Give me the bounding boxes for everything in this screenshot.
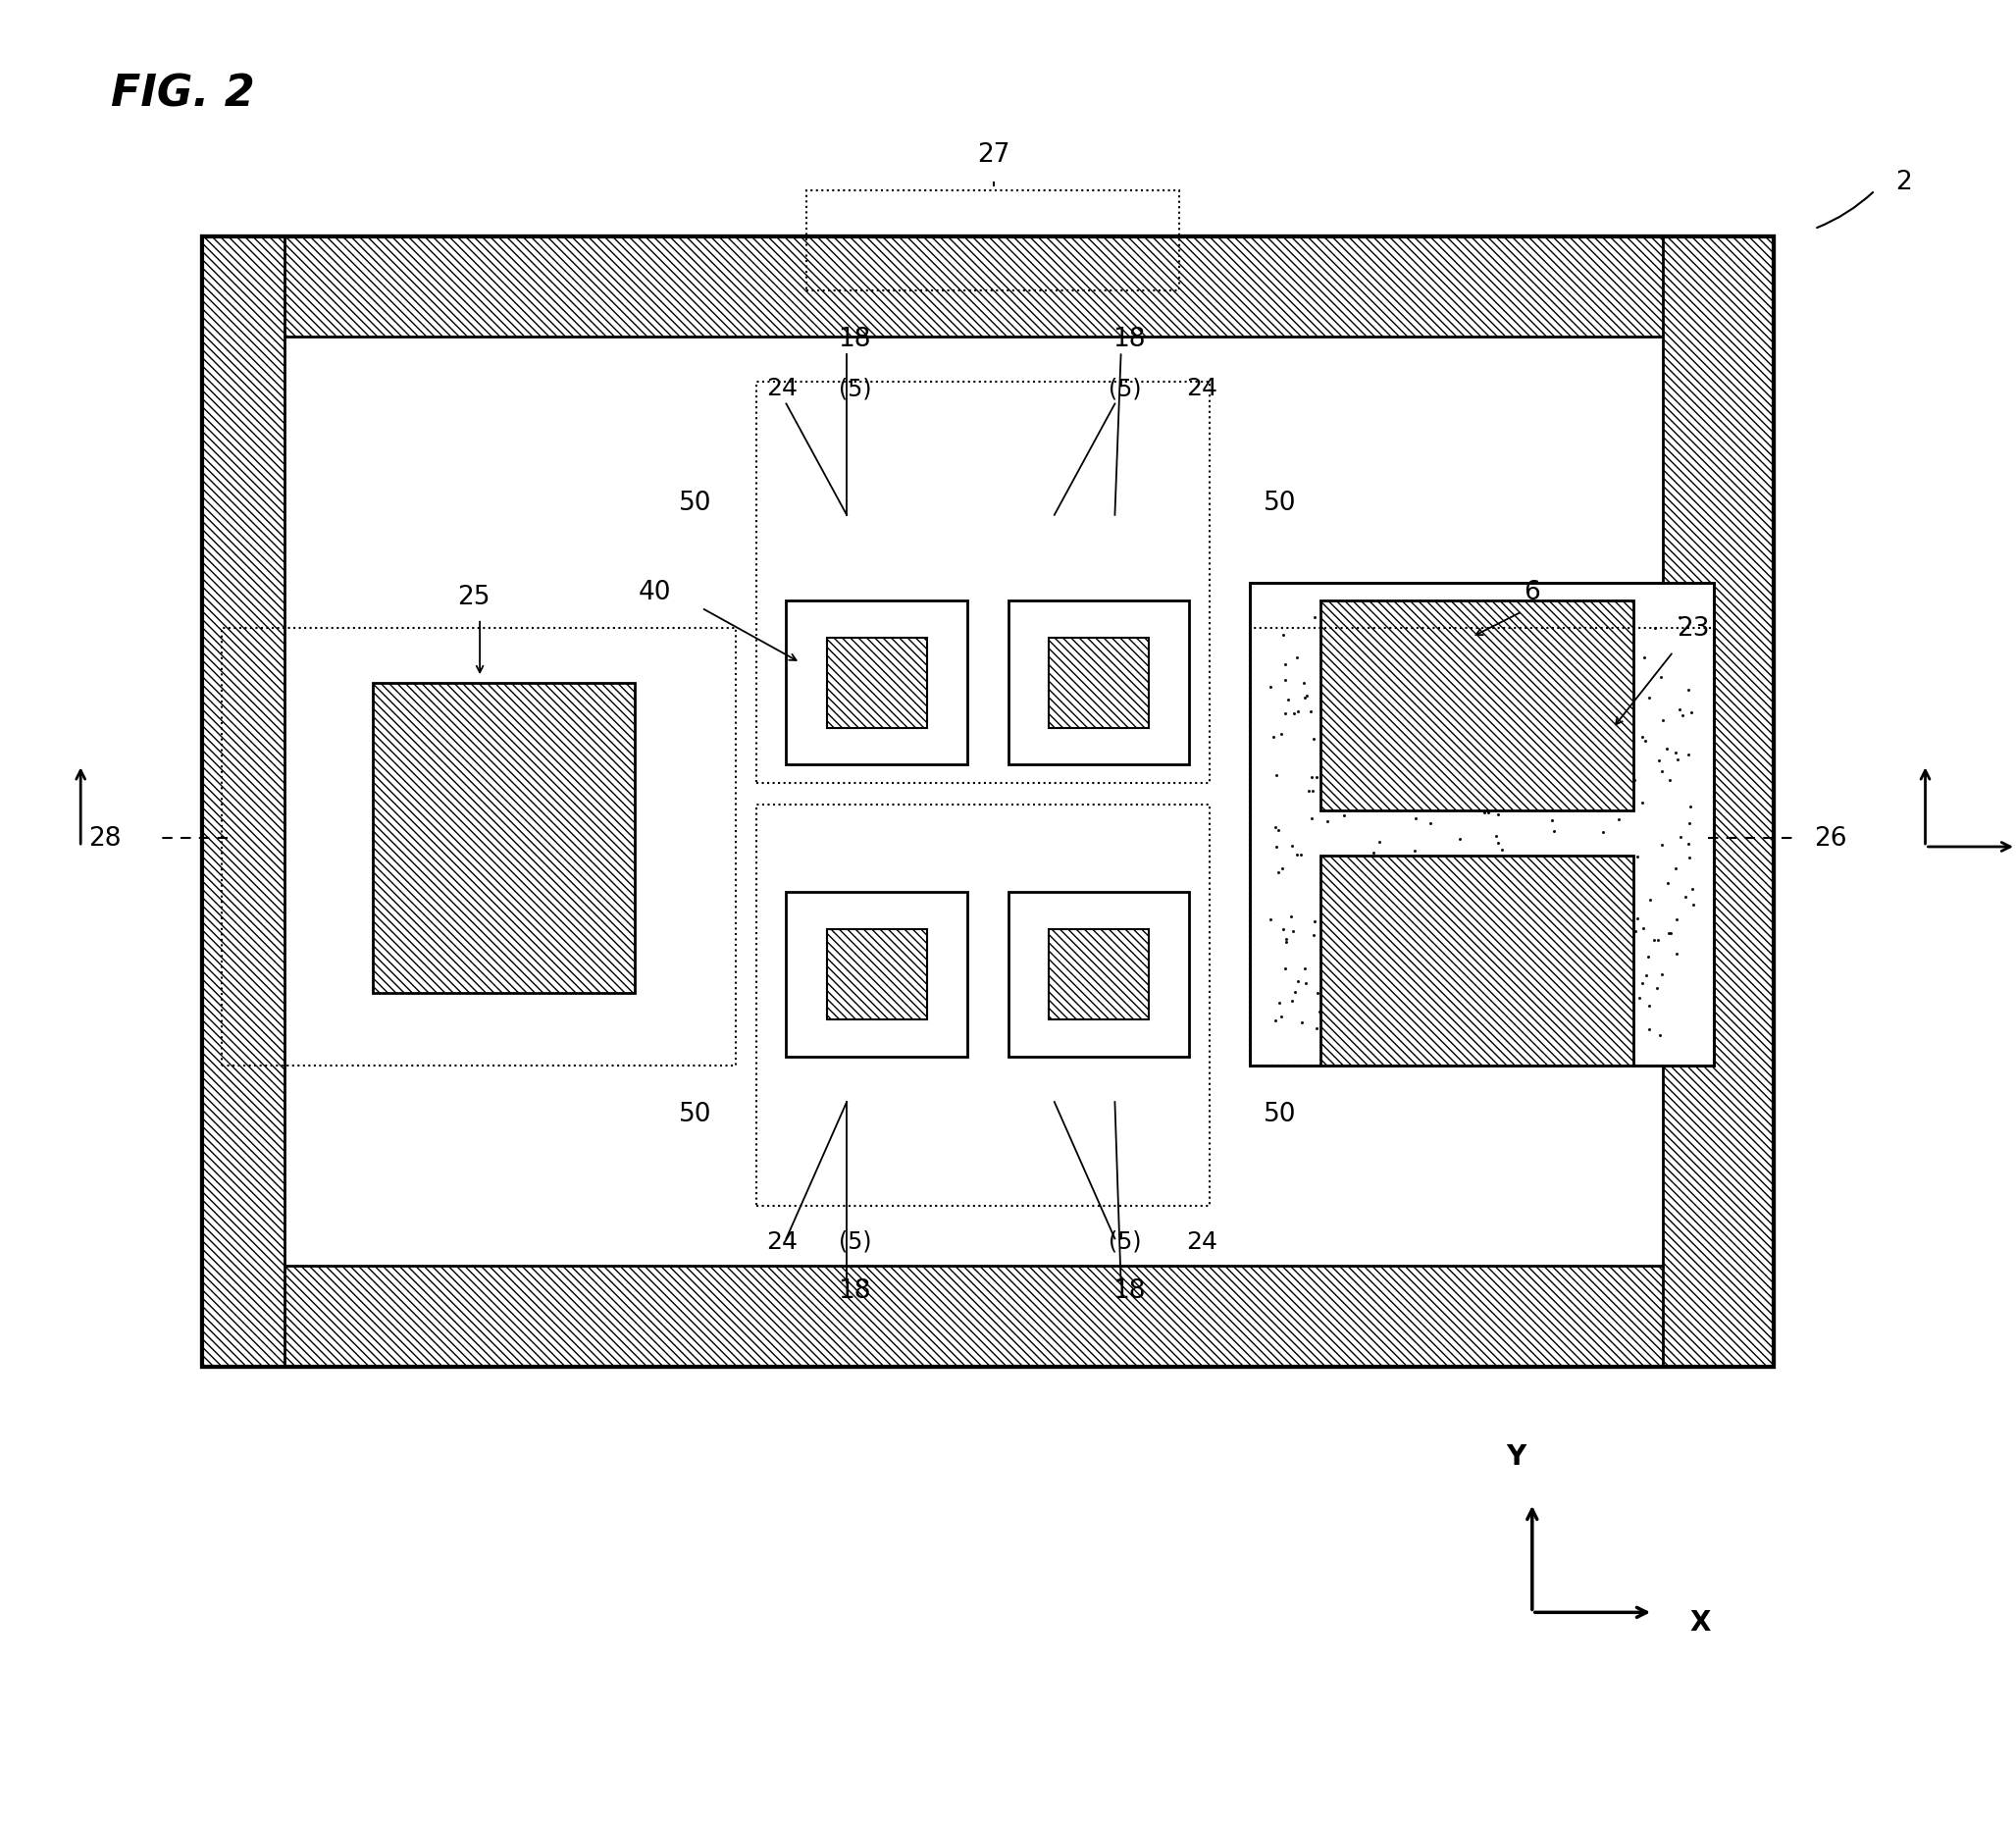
Bar bbox=[1663, 237, 1774, 1366]
Text: 2: 2 bbox=[1895, 169, 1911, 195]
Bar bbox=[756, 383, 1210, 783]
Text: 50: 50 bbox=[1264, 1100, 1296, 1126]
Bar bbox=[1320, 856, 1633, 1066]
Bar bbox=[202, 237, 1774, 337]
Text: 18: 18 bbox=[1113, 326, 1145, 352]
Text: 6: 6 bbox=[1524, 579, 1540, 605]
Text: 18: 18 bbox=[839, 1277, 871, 1303]
Text: 50: 50 bbox=[1264, 490, 1296, 516]
Text: 40: 40 bbox=[639, 579, 671, 605]
Text: 18: 18 bbox=[1113, 1277, 1145, 1303]
Bar bbox=[827, 638, 927, 729]
Text: 23: 23 bbox=[1677, 616, 1710, 641]
Bar bbox=[202, 237, 1774, 1366]
Bar bbox=[1008, 601, 1189, 765]
Bar bbox=[202, 237, 284, 1366]
Bar bbox=[756, 805, 1210, 1206]
Text: 24: 24 bbox=[1185, 377, 1218, 401]
Text: (5): (5) bbox=[839, 377, 871, 401]
Text: Y: Y bbox=[1506, 1443, 1526, 1470]
Text: (5): (5) bbox=[1109, 1230, 1141, 1254]
Bar bbox=[202, 237, 1774, 1366]
Bar bbox=[1250, 583, 1714, 1066]
Bar bbox=[1048, 929, 1149, 1020]
Text: 24: 24 bbox=[766, 377, 798, 401]
Text: 25: 25 bbox=[458, 585, 490, 610]
Bar bbox=[202, 1266, 1774, 1366]
Text: FIG. 2: FIG. 2 bbox=[111, 73, 254, 115]
Bar bbox=[786, 893, 968, 1057]
Text: X: X bbox=[1689, 1607, 1710, 1636]
Text: 27: 27 bbox=[978, 142, 1010, 168]
Text: 50: 50 bbox=[679, 490, 712, 516]
Text: (5): (5) bbox=[839, 1230, 871, 1254]
Bar bbox=[1008, 893, 1189, 1057]
Text: (5): (5) bbox=[1109, 377, 1141, 401]
Text: 50: 50 bbox=[679, 1100, 712, 1126]
Bar bbox=[806, 191, 1179, 292]
Bar bbox=[786, 601, 968, 765]
Bar bbox=[1320, 601, 1633, 811]
Bar bbox=[373, 683, 635, 993]
Bar bbox=[827, 929, 927, 1020]
Text: 26: 26 bbox=[1814, 825, 1847, 851]
Text: 24: 24 bbox=[766, 1230, 798, 1254]
Bar bbox=[1250, 629, 1714, 1066]
Bar bbox=[1048, 638, 1149, 729]
Text: 28: 28 bbox=[89, 825, 121, 851]
Text: 18: 18 bbox=[839, 326, 871, 352]
Bar bbox=[222, 629, 736, 1066]
Text: 24: 24 bbox=[1185, 1230, 1218, 1254]
Bar bbox=[1250, 583, 1714, 1066]
